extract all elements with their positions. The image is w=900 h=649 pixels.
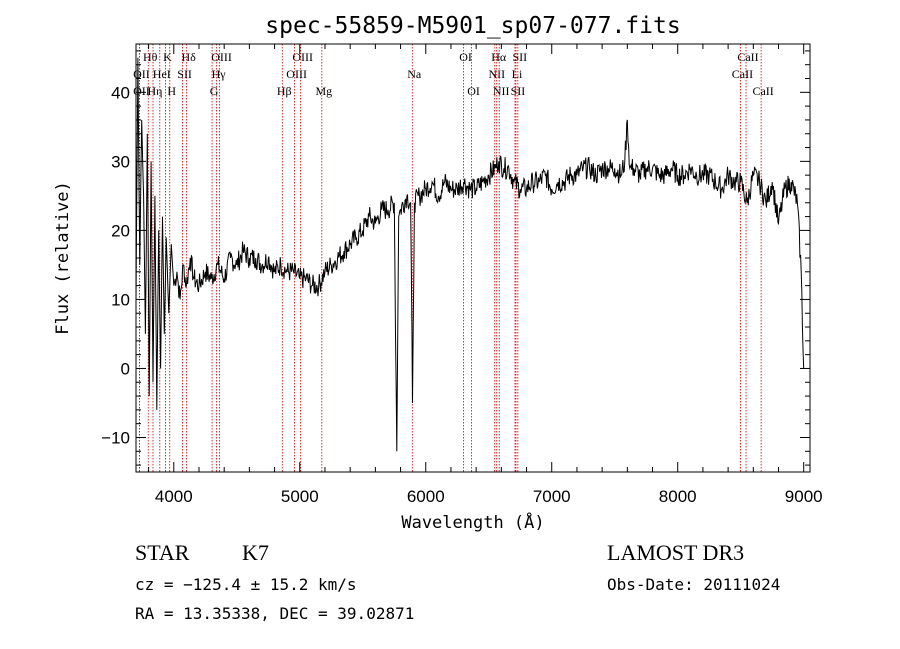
- redshift-velocity: cz = −125.4 ± 15.2 km/s: [135, 575, 357, 594]
- emission-line-label: OIII: [286, 67, 307, 81]
- emission-line-label: Na: [407, 67, 422, 81]
- emission-line-label: OI: [459, 50, 472, 64]
- emission-line-label: NII: [488, 67, 505, 81]
- y-tick-label: 0: [121, 359, 130, 378]
- emission-line-label: NII: [493, 84, 510, 98]
- emission-line-label: Hθ: [143, 50, 158, 64]
- coordinates: RA = 13.35338, DEC = 39.02871: [135, 604, 415, 623]
- emission-line-label: SII: [177, 67, 192, 81]
- object-class: STAR: [135, 540, 190, 565]
- x-tick-label: 7000: [533, 487, 571, 506]
- emission-line-label: OI: [467, 84, 480, 98]
- emission-line-label: CaII: [752, 84, 773, 98]
- emission-line-label: Hδ: [181, 50, 196, 64]
- emission-line-label: OII: [133, 67, 150, 81]
- emission-line-label: K: [163, 50, 172, 64]
- emission-line-label: CaII: [737, 50, 758, 64]
- y-tick-label: 20: [111, 221, 130, 240]
- plot-frame: [135, 43, 811, 473]
- emission-line-label: Li: [512, 67, 523, 81]
- x-tick-label: 6000: [407, 487, 445, 506]
- emission-line-label: HeI: [153, 67, 171, 81]
- emission-line-label: OIII: [292, 50, 313, 64]
- survey-name: LAMOST DR3: [607, 540, 745, 565]
- emission-line-label: G: [210, 84, 219, 98]
- emission-line-label: Hη: [148, 84, 163, 98]
- x-tick-label: 4000: [155, 487, 193, 506]
- emission-line-label: SII: [511, 84, 526, 98]
- emission-line-label: CaII: [732, 67, 753, 81]
- emission-line-label: Hβ: [277, 84, 292, 98]
- y-tick-label: 30: [111, 152, 130, 171]
- emission-line-label: Hγ: [212, 67, 227, 81]
- spectrum-chart: spec-55859-M5901_sp07-077.fits Hθ K Hδ OIII O…: [53, 13, 823, 533]
- y-tick-label: 10: [111, 290, 130, 309]
- spectrum-line: [135, 57, 805, 452]
- emission-line-label: OIII: [211, 50, 232, 64]
- y-axis-label: Flux (relative): [53, 181, 73, 335]
- x-tick-label: 8000: [659, 487, 697, 506]
- object-subclass: K7: [242, 540, 269, 565]
- x-tick-label: 5000: [281, 487, 319, 506]
- observation-date: Obs-Date: 20111024: [607, 575, 781, 594]
- chart-title: spec-55859-M5901_sp07-077.fits: [265, 13, 680, 39]
- emission-line-label: Mg: [315, 84, 332, 98]
- emission-line-label: H: [167, 84, 176, 98]
- y-tick-label: −10: [101, 428, 130, 447]
- x-axis-label: Wavelength (Å): [401, 511, 544, 533]
- y-tick-label: 40: [111, 83, 130, 102]
- x-tick-label: 9000: [785, 487, 823, 506]
